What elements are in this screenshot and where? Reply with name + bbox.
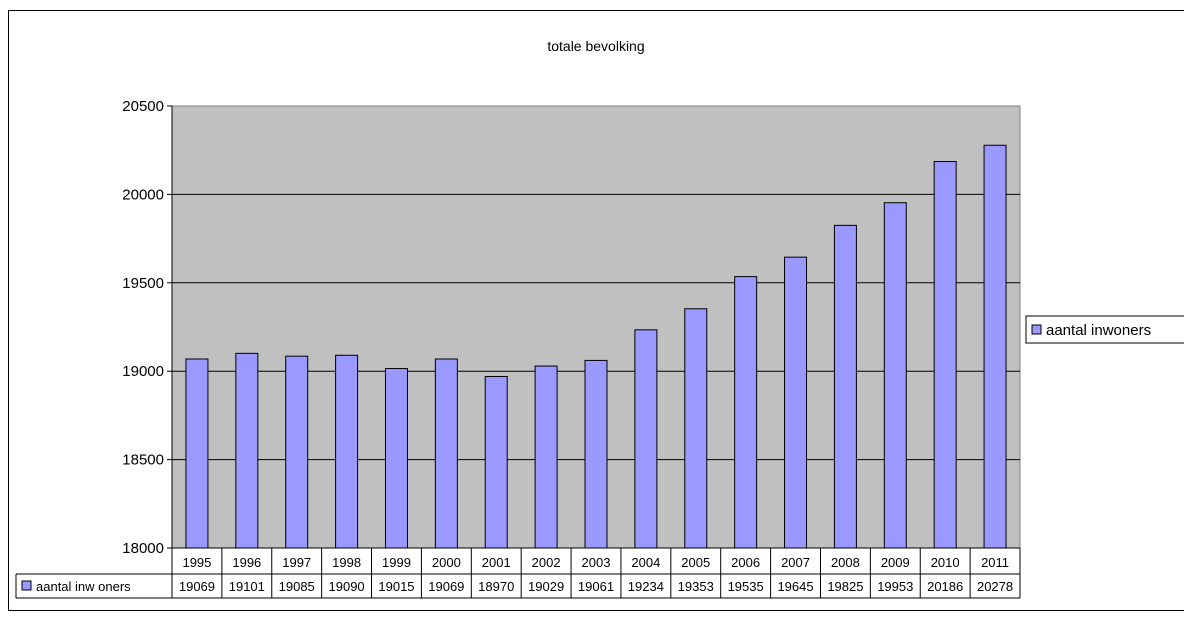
gridlines [171, 106, 1020, 549]
data-table-value: 19953 [877, 579, 913, 594]
bar [484, 376, 508, 549]
x-category-label: 2001 [482, 555, 511, 570]
bars [185, 144, 1007, 549]
x-category-label: 2004 [631, 555, 660, 570]
bar [933, 161, 957, 549]
table-series-label: aantal inw oners [36, 579, 131, 594]
data-table-value: 19645 [777, 579, 813, 594]
bar [434, 358, 458, 549]
bar [634, 329, 658, 549]
data-table-value: 19090 [329, 579, 365, 594]
bar [734, 276, 758, 549]
x-category-label: 2003 [582, 555, 611, 570]
data-table-value: 19015 [378, 579, 414, 594]
x-category-label: 2008 [831, 555, 860, 570]
y-tick-label: 19000 [122, 363, 164, 380]
x-category-label: 1997 [282, 555, 311, 570]
table-legend-key [21, 580, 32, 591]
bar [235, 352, 259, 549]
x-category-label: 2007 [781, 555, 810, 570]
data-table-value: 19069 [179, 579, 215, 594]
x-category-label: 2000 [432, 555, 461, 570]
y-tick-label: 18500 [122, 452, 164, 469]
bar [384, 368, 408, 549]
y-axis-ticks: 18000 18500 19000 19500 20000 20500 [122, 98, 172, 557]
data-table-value: 19101 [229, 579, 265, 594]
data-table-value: 18970 [478, 579, 514, 594]
legend-label: aantal inwoners [1046, 322, 1151, 339]
x-category-label: 1996 [232, 555, 261, 570]
bar [684, 308, 708, 549]
x-category-label: 2002 [532, 555, 561, 570]
bar [285, 355, 309, 549]
data-table-value: 19535 [728, 579, 764, 594]
data-table-value: 20186 [927, 579, 963, 594]
legend-swatch [1031, 324, 1042, 335]
bar [784, 256, 808, 549]
x-category-label: 2006 [731, 555, 760, 570]
legend-box [1025, 315, 1184, 344]
x-category-label: 2009 [881, 555, 910, 570]
bar [883, 202, 907, 549]
data-table-value: 20278 [977, 579, 1013, 594]
x-category-label: 1999 [382, 555, 411, 570]
bar [983, 144, 1007, 549]
data-table-value: 19069 [428, 579, 464, 594]
data-table-value: 19085 [279, 579, 315, 594]
data-table-value: 19825 [827, 579, 863, 594]
bar [534, 365, 558, 549]
bar [833, 224, 857, 549]
data-table-value: 19029 [528, 579, 564, 594]
chart-title: totale bevolking [547, 38, 644, 54]
data-table-value: 19061 [578, 579, 614, 594]
y-tick-label: 20500 [122, 98, 164, 115]
x-category-label: 1998 [332, 555, 361, 570]
y-tick-label: 20000 [122, 186, 164, 203]
bar [335, 354, 359, 549]
data-table: 1995 19069 1996 19101 1997 19085 1998 19090 1999… [15, 548, 1021, 599]
legend: aantal inwoners [1025, 315, 1184, 344]
bar [185, 358, 209, 549]
x-category-label: 2011 [981, 555, 1009, 570]
data-table-value: 19234 [628, 579, 664, 594]
x-category-label: 2005 [681, 555, 710, 570]
y-tick-label: 18000 [122, 540, 164, 557]
data-table-value: 19353 [678, 579, 714, 594]
y-tick-label: 19500 [122, 275, 164, 292]
bar [584, 359, 608, 549]
x-category-label: 2010 [931, 555, 960, 570]
chart-frame [8, 10, 1184, 611]
x-category-label: 1995 [182, 555, 211, 570]
